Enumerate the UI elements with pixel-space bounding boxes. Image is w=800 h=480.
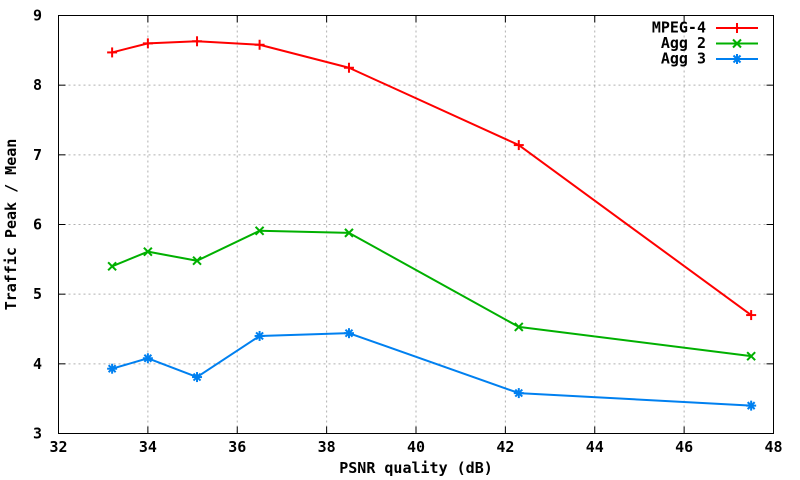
data-point-marker [192, 372, 202, 382]
grid [58, 15, 774, 434]
x-tick-label: 48 [764, 438, 782, 456]
y-tick-label: 8 [33, 76, 42, 94]
y-tick-label: 6 [33, 216, 42, 234]
data-point-marker [107, 261, 117, 272]
data-point-marker [143, 246, 153, 257]
x-tick-label: 42 [496, 438, 514, 456]
data-point-marker [514, 388, 523, 398]
data-point-marker [732, 38, 742, 49]
data-point-marker [143, 354, 153, 363]
series-line-mpeg-4 [111, 40, 752, 316]
data-point-marker [344, 228, 354, 238]
y-tick-label: 4 [33, 355, 42, 373]
x-tick-label: 32 [49, 438, 67, 456]
y-tick-label: 7 [33, 146, 42, 164]
data-point-marker [514, 322, 524, 332]
data-point-marker [192, 256, 202, 266]
data-point-marker [746, 401, 756, 410]
x-tick-label: 36 [228, 438, 246, 456]
y-axis-label: Traffic Peak / Mean [2, 139, 20, 311]
x-tick-label: 44 [586, 438, 604, 456]
y-tick-label: 9 [33, 7, 42, 25]
y-tick-label: 3 [33, 425, 42, 443]
data-point-marker [746, 351, 756, 361]
data-point-marker [255, 331, 264, 341]
legend-label: Agg 3 [661, 50, 706, 68]
data-point-marker [107, 364, 117, 373]
series-line-agg-2 [111, 229, 752, 358]
x-tick-label: 40 [407, 438, 425, 456]
data-point-marker [344, 328, 354, 338]
legend-label: Agg 2 [661, 34, 706, 52]
x-tick-label: 38 [318, 438, 336, 456]
series [107, 36, 757, 411]
y-tick-label: 5 [33, 285, 42, 303]
x-axis-label: PSNR quality (dB) [339, 459, 493, 477]
data-point-marker [254, 226, 265, 236]
legend-label: MPEG-4 [652, 19, 706, 37]
x-tick-label: 34 [139, 438, 157, 456]
x-tick-label: 46 [675, 438, 693, 456]
data-point-marker [732, 54, 742, 64]
